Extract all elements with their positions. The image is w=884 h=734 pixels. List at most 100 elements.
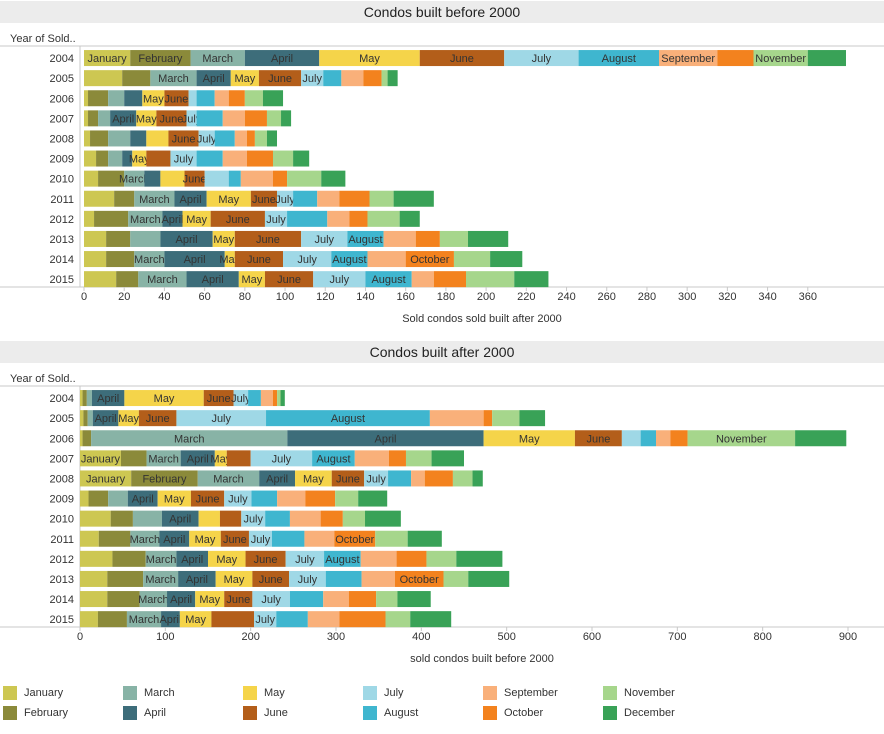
bar-data-label: November [755,53,806,65]
bar-segment-january [80,510,111,527]
bar-segment-july [248,530,272,547]
bar-segment-september [341,70,364,87]
bar-data-label: August [316,453,350,465]
bar-data-label: March [134,254,165,266]
bar-segment-november [452,470,473,487]
bar-segment-july [198,130,215,147]
year-label: 2006 [50,93,74,105]
bar-segment-march [108,150,123,167]
bar-data-label: May [519,433,540,445]
bar-data-label: May [185,614,206,626]
bar-segment-july [289,570,326,587]
bar-segment-november [287,170,322,187]
bar-segment-august [325,570,362,587]
bar-segment-march [91,430,288,447]
bar-segment-may [142,90,165,107]
bar-segment-february [94,210,129,227]
legend-label: January [24,687,64,699]
legend-item-april: April [123,706,223,720]
bar-segment-april [159,530,190,547]
bar-segment-february [98,530,131,547]
bar-data-label: July [272,453,292,465]
bar-segment-july [252,591,290,608]
bar-segment-september [214,90,229,107]
bar-segment-february [130,50,191,67]
bar-segment-february [98,170,125,187]
bar-segment-april [91,390,125,407]
bar-segment-march [124,170,145,187]
bar-segment-july [170,150,197,167]
bar-segment-may [238,271,265,288]
bar-segment-january [80,611,98,628]
bar-segment-february [131,470,198,487]
bar-segment-november [375,530,408,547]
bar-segment-december [468,230,509,247]
bar-segment-may [206,190,251,207]
bar-segment-january [80,410,84,427]
x-tick-label: 300 [327,631,345,643]
bar-segment-june [184,170,205,187]
bar-data-label: June [259,574,283,586]
bar-segment-august [196,150,223,167]
bar-segment-june [331,470,365,487]
bar-segment-february [90,130,109,147]
bar-segment-august [331,251,368,268]
legend-item-september: September [483,686,583,700]
bar-segment-june [264,271,314,288]
bar-segment-july [283,251,332,268]
bar-segment-august [293,190,318,207]
year-label: 2004 [50,53,74,65]
bar-data-label: April [271,53,293,65]
bar-segment-june [234,230,302,247]
bar-segment-september [289,510,321,527]
bar-segment-february [96,150,109,167]
bar-data-label: October [410,254,449,266]
bar-segment-may [215,570,253,587]
bar-segment-january [84,170,99,187]
x-tick-label: 320 [718,291,736,303]
bar-data-label: April [176,234,198,246]
bar-segment-july [301,230,348,247]
x-tick-label: 900 [839,631,857,643]
legend-swatch [123,686,137,700]
bar-segment-march [130,230,161,247]
bar-segment-october [483,410,493,427]
legend-item-october: October [483,706,583,720]
bar-segment-august [289,591,324,608]
bar-segment-june [250,190,278,207]
bar-data-label: July [211,413,231,425]
year-label: 2005 [50,413,74,425]
bar-segment-may [179,611,212,628]
bar-data-label: June [146,413,170,425]
bar-segment-october [388,450,406,467]
bar-segment-august [196,110,223,127]
year-label: 2004 [50,393,74,405]
x-tick-label: 120 [316,291,334,303]
bar-segment-november [439,230,469,247]
bar-data-label: August [348,234,382,246]
bar-segment-february [122,70,151,87]
bar-data-label: June [277,274,301,286]
bar-segment-march [108,490,128,507]
bar-segment-june [574,430,622,447]
x-axis-title: sold condos built before 2000 [410,653,554,665]
bar-segment-may [195,591,225,608]
bar-segment-february [114,190,135,207]
bar-segment-july [188,90,197,107]
year-label: 2013 [50,574,74,586]
bar-segment-march [126,611,162,628]
bar-data-label: May [234,73,255,85]
year-label: 2015 [50,614,74,626]
bar-segment-october [405,251,454,268]
bar-segment-june [245,550,286,567]
legend-swatch [603,706,617,720]
bottom-chart-ylabel: Year of Sold.. [10,373,76,385]
bar-data-label: April [181,554,203,566]
bar-segment-may [483,430,575,447]
legend-swatch [363,706,377,720]
x-tick-label: 80 [239,291,251,303]
year-label: 2014 [50,594,74,606]
bar-segment-april [160,230,213,247]
bar-data-label: August [332,254,366,266]
year-label: 2014 [50,254,74,266]
